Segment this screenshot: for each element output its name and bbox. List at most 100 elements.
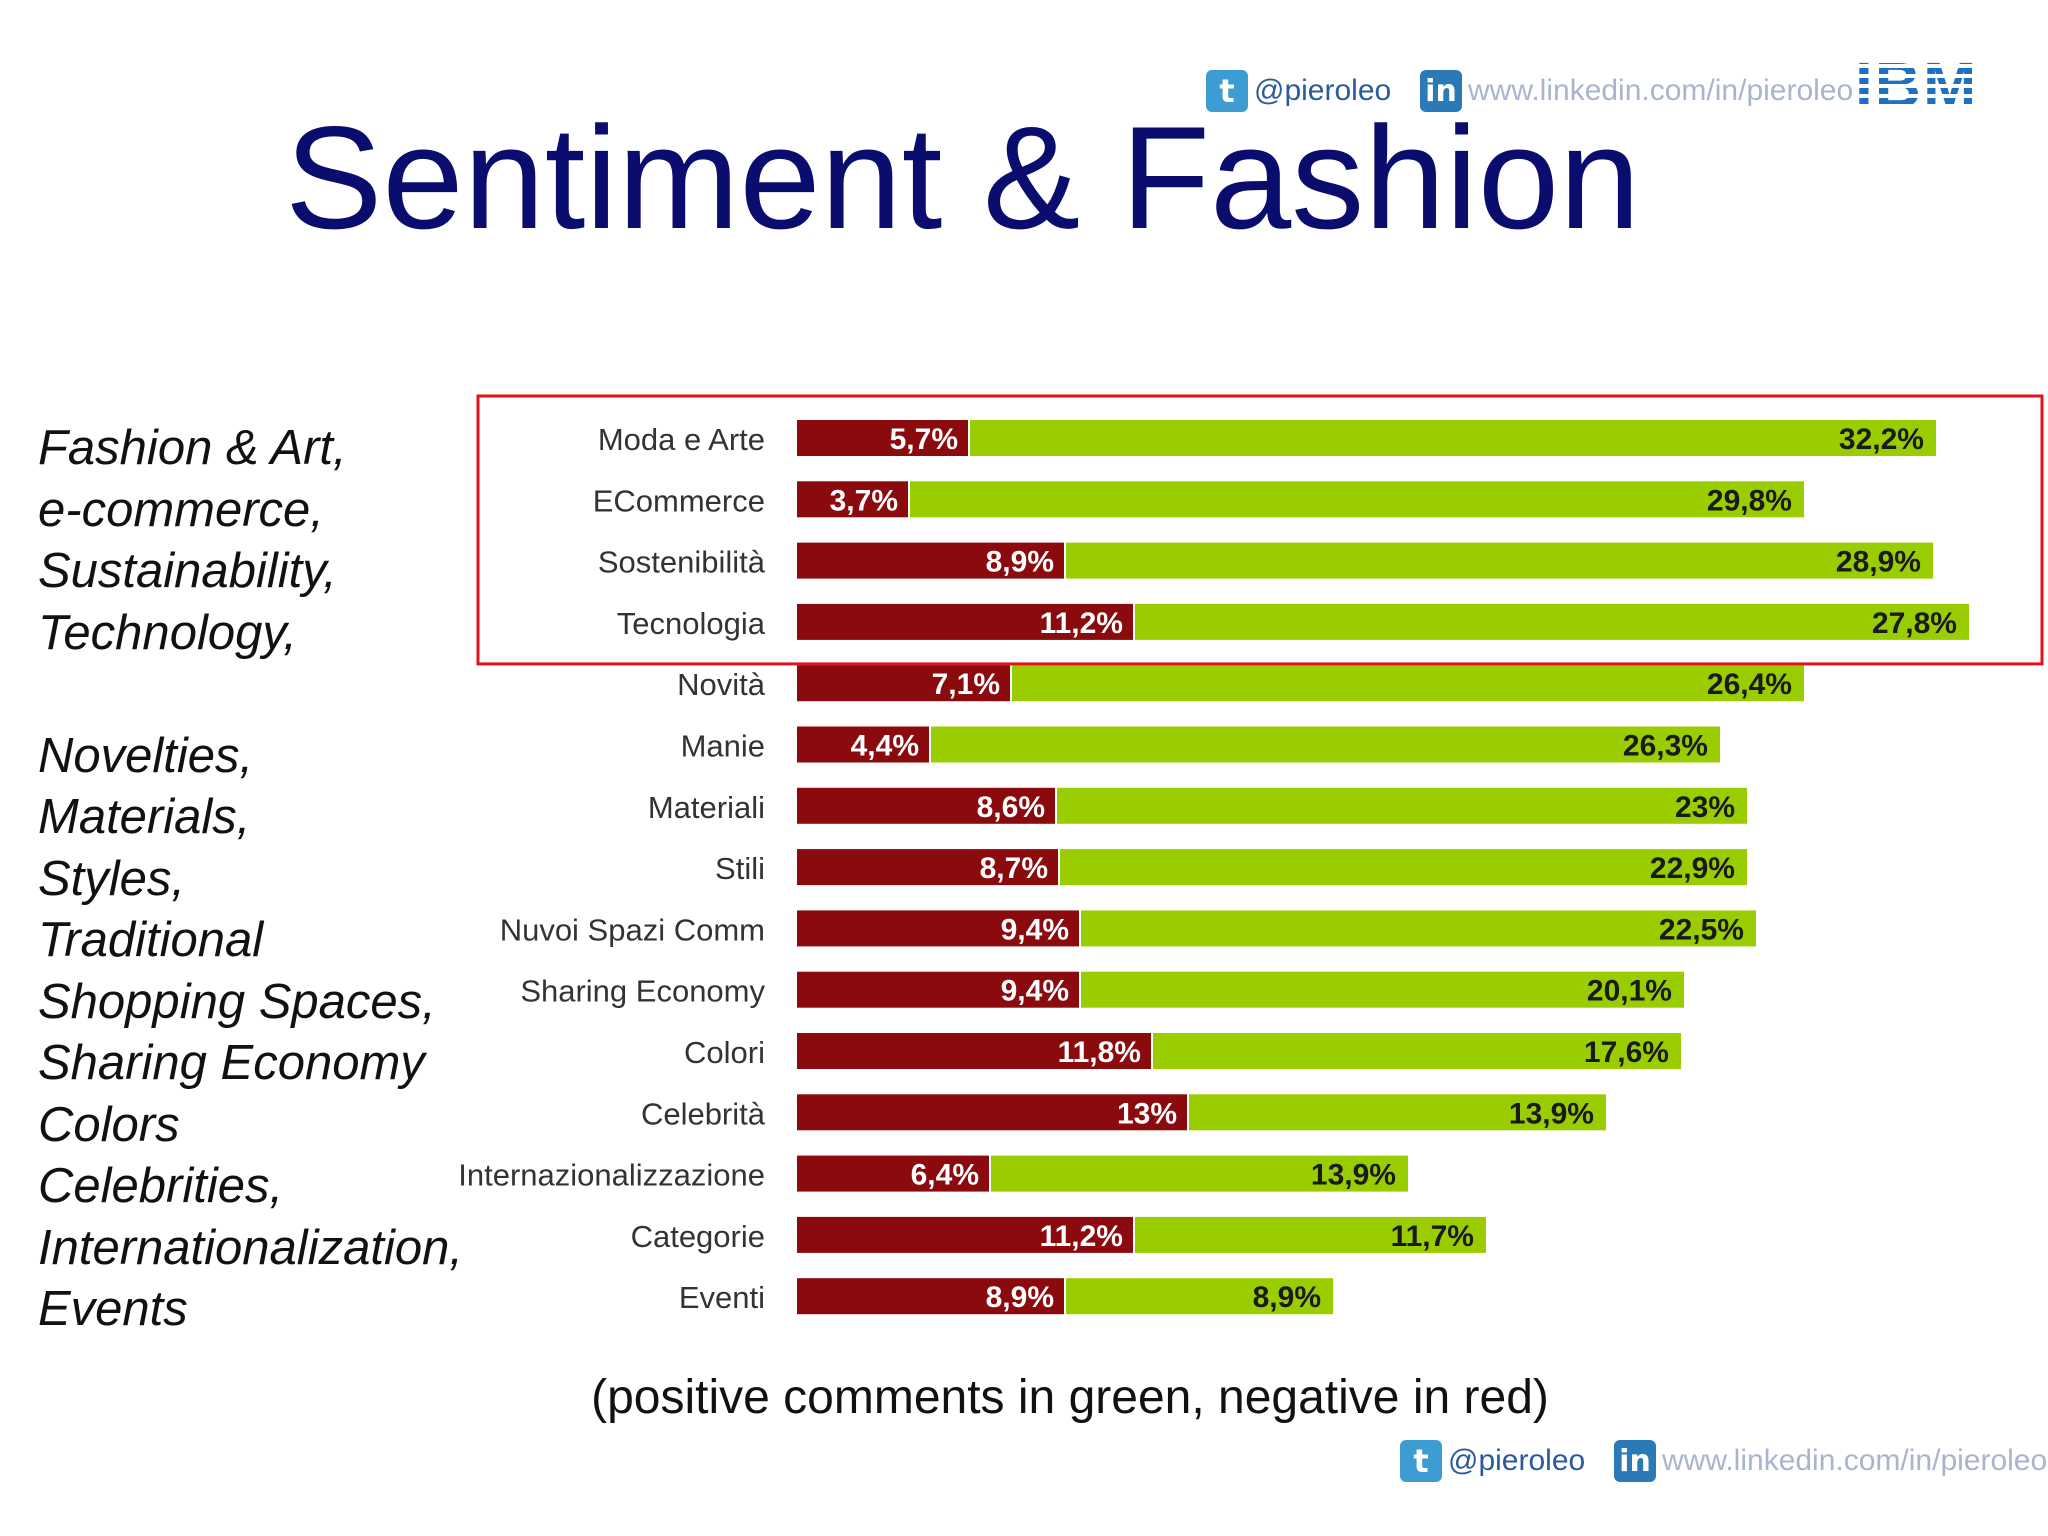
header-twitter[interactable]: t @pieroleo [1206, 70, 1391, 112]
category-label: ECommerce [593, 483, 765, 518]
category-label: Manie [681, 729, 765, 764]
twitter-icon: t [1400, 1440, 1442, 1482]
negative-value-label: 8,7% [980, 852, 1048, 885]
negative-bar [797, 1094, 1187, 1131]
positive-value-label: 29,8% [1707, 484, 1792, 517]
description-line: Materials, [38, 790, 251, 844]
positive-value-label: 26,4% [1707, 668, 1792, 701]
positive-bar [1189, 1094, 1606, 1131]
negative-bar [797, 481, 908, 518]
category-label: Tecnologia [617, 606, 766, 641]
category-label: Novità [677, 667, 766, 702]
linkedin-url[interactable]: www.linkedin.com/in/pieroleo [1468, 74, 1854, 107]
category-label: Materiali [648, 790, 765, 825]
highlight-box [476, 394, 2044, 666]
negative-value-label: 11,2% [1040, 1220, 1123, 1253]
negative-value-label: 11,2% [1040, 607, 1123, 640]
negative-bar [797, 542, 1064, 579]
positive-value-label: 32,2% [1839, 423, 1924, 456]
positive-value-label: 22,5% [1659, 913, 1744, 946]
description-line: Events [38, 1282, 188, 1336]
positive-bar [1081, 971, 1684, 1008]
description-line: Novelties, [38, 728, 254, 783]
negative-value-label: 7,1% [932, 668, 1000, 701]
negative-bar [797, 665, 1010, 702]
positive-value-label: 13,9% [1509, 1097, 1594, 1130]
negative-value-label: 6,4% [911, 1159, 979, 1192]
negative-bar [797, 420, 968, 456]
positive-bar [1153, 1033, 1681, 1069]
twitter-icon: t [1206, 70, 1248, 112]
category-label: Colori [684, 1035, 765, 1070]
negative-bar [797, 1216, 1133, 1253]
description-line: Sharing Economy [38, 1036, 425, 1090]
negative-value-label: 4,4% [851, 730, 919, 763]
twitter-handle[interactable]: @pieroleo [1448, 1444, 1586, 1477]
description-line: Fashion & Art, [38, 421, 347, 475]
positive-bar [1135, 603, 1969, 640]
negative-bar [797, 910, 1079, 947]
description-line: Styles, [38, 851, 186, 906]
linkedin-icon: in [1420, 70, 1462, 112]
category-label: Eventi [679, 1280, 765, 1315]
negative-value-label: 11,8% [1058, 1036, 1141, 1069]
twitter-handle[interactable]: @pieroleo [1254, 74, 1392, 107]
description-line: Celebrities, [38, 1159, 284, 1213]
positive-value-label: 23% [1675, 791, 1735, 824]
positive-value-label: 26,3% [1623, 730, 1708, 763]
description-line: Sustainability, [38, 544, 337, 598]
positive-bar [910, 481, 1804, 518]
negative-bar [797, 849, 1058, 886]
category-label: Sharing Economy [520, 974, 765, 1009]
positive-bar [970, 420, 1936, 456]
negative-bar [797, 726, 929, 763]
positive-bar [1060, 849, 1747, 886]
negative-value-label: 13% [1117, 1097, 1177, 1130]
positive-value-label: 8,9% [1253, 1281, 1321, 1314]
category-label: Categorie [631, 1219, 765, 1254]
description-line: Traditional [38, 913, 264, 967]
negative-bar [797, 971, 1079, 1008]
positive-bar [1012, 665, 1804, 702]
negative-value-label: 8,6% [977, 791, 1045, 824]
positive-value-label: 13,9% [1311, 1159, 1396, 1192]
page-title: Sentiment & Fashion [285, 96, 1641, 259]
negative-bar [797, 1033, 1151, 1069]
negative-value-label: 9,4% [1001, 913, 1069, 946]
positive-value-label: 28,9% [1836, 546, 1921, 579]
positive-bar [1135, 1216, 1486, 1253]
positive-value-label: 20,1% [1587, 975, 1672, 1008]
negative-bar [797, 787, 1055, 824]
description-line: Shopping Spaces, [38, 974, 436, 1029]
negative-value-label: 8,9% [986, 546, 1054, 579]
footer-linkedin[interactable]: in www.linkedin.com/in/pieroleo [1614, 1440, 2047, 1482]
negative-bar [797, 603, 1133, 640]
positive-value-label: 27,8% [1872, 607, 1957, 640]
positive-bar [931, 726, 1720, 763]
negative-value-label: 8,9% [986, 1281, 1054, 1314]
positive-bar [1057, 787, 1747, 824]
header-linkedin[interactable]: in www.linkedin.com/in/pieroleo [1420, 70, 1853, 112]
category-label: Nuvoi Spazi Comm [500, 912, 765, 947]
linkedin-icon: in [1614, 1440, 1656, 1482]
description-line: Technology, [38, 605, 297, 660]
footer-twitter[interactable]: t @pieroleo [1400, 1440, 1585, 1482]
chart-caption: (positive comments in green, negative in… [591, 1371, 1549, 1424]
category-label: Sostenibilità [598, 545, 766, 580]
positive-value-label: 17,6% [1584, 1036, 1669, 1069]
description-line: Colors [38, 1097, 180, 1152]
positive-bar [1066, 1278, 1333, 1315]
category-label: Internazionalizzazione [458, 1158, 765, 1193]
negative-bar [797, 1278, 1064, 1315]
negative-value-label: 9,4% [1001, 975, 1069, 1008]
category-label: Celebrità [641, 1096, 766, 1131]
positive-bar [1066, 542, 1933, 579]
negative-bar [797, 1155, 989, 1192]
category-label: Moda e Arte [598, 422, 765, 457]
positive-value-label: 22,9% [1650, 852, 1735, 885]
positive-value-label: 11,7% [1391, 1220, 1474, 1253]
ibm-logo: IBM [1855, 49, 1979, 121]
linkedin-url[interactable]: www.linkedin.com/in/pieroleo [1662, 1444, 2048, 1477]
description-line: e-commerce, [38, 482, 324, 537]
